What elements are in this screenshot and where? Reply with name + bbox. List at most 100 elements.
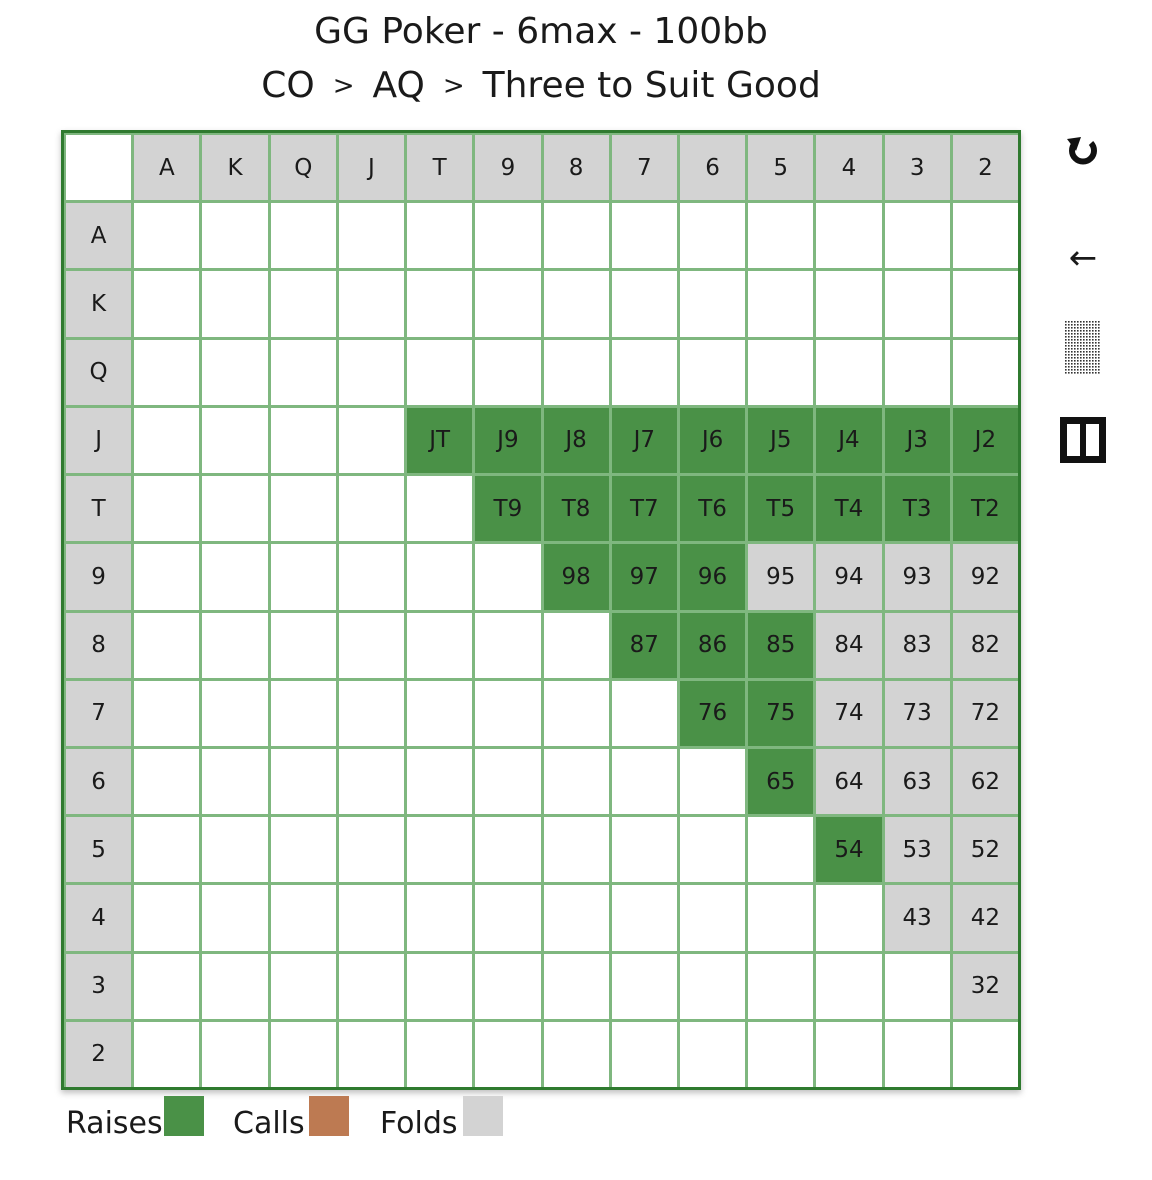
hand-cell[interactable] [270, 1021, 336, 1087]
hand-cell[interactable] [679, 748, 746, 815]
hand-cell[interactable] [202, 203, 268, 269]
hand-cell[interactable]: 52 [952, 817, 1018, 883]
hand-cell[interactable] [748, 271, 814, 337]
hand-cell[interactable] [543, 680, 609, 746]
hand-cell[interactable] [952, 271, 1018, 337]
hand-cell[interactable] [338, 612, 405, 678]
hand-cell[interactable] [952, 339, 1018, 405]
hand-cell[interactable] [475, 203, 541, 269]
hand-cell[interactable] [338, 885, 405, 951]
hand-cell[interactable]: 64 [816, 748, 882, 815]
hand-cell[interactable] [134, 680, 200, 746]
hand-cell[interactable] [475, 544, 541, 610]
hand-cell[interactable] [679, 817, 746, 883]
hand-cell[interactable] [884, 339, 950, 405]
hand-cell[interactable] [134, 544, 200, 610]
hand-cell[interactable] [952, 203, 1018, 269]
hand-cell[interactable]: J2 [952, 407, 1018, 474]
hand-cell[interactable] [338, 271, 405, 337]
hand-cell[interactable] [816, 1021, 882, 1087]
hand-cell[interactable] [611, 748, 677, 815]
hand-cell[interactable] [202, 748, 268, 815]
hand-cell[interactable]: 84 [816, 612, 882, 678]
hand-cell[interactable] [407, 203, 473, 269]
hand-cell[interactable] [202, 953, 268, 1019]
hand-cell[interactable] [407, 817, 473, 883]
hand-cell[interactable] [407, 1021, 473, 1087]
hand-cell[interactable] [884, 203, 950, 269]
hand-cell[interactable] [407, 748, 473, 815]
hand-cell[interactable] [543, 1021, 609, 1087]
hand-cell[interactable]: T2 [952, 476, 1018, 542]
hand-cell[interactable] [679, 339, 746, 405]
hand-cell[interactable] [338, 407, 405, 474]
hand-cell[interactable]: 83 [884, 612, 950, 678]
hand-cell[interactable] [270, 680, 336, 746]
hand-cell[interactable] [679, 271, 746, 337]
hand-cell[interactable] [202, 885, 268, 951]
hand-cell[interactable] [816, 885, 882, 951]
hand-cell[interactable] [338, 748, 405, 815]
hand-cell[interactable] [338, 1021, 405, 1087]
hand-cell[interactable] [816, 953, 882, 1019]
hand-cell[interactable] [475, 1021, 541, 1087]
hand-cell[interactable] [270, 271, 336, 337]
hand-cell[interactable]: 43 [884, 885, 950, 951]
hand-cell[interactable]: 32 [952, 953, 1018, 1019]
hand-cell[interactable]: T7 [611, 476, 677, 542]
hand-cell[interactable] [475, 271, 541, 337]
hand-cell[interactable] [134, 817, 200, 883]
hand-cell[interactable] [748, 1021, 814, 1087]
hand-cell[interactable] [202, 271, 268, 337]
hand-cell[interactable] [270, 203, 336, 269]
breadcrumb-item-board[interactable]: Three to Suit Good [482, 65, 821, 106]
hand-cell[interactable] [338, 476, 405, 542]
hand-cell[interactable] [611, 271, 677, 337]
hand-cell[interactable]: T9 [475, 476, 541, 542]
hand-cell[interactable] [134, 1021, 200, 1087]
hand-cell[interactable] [270, 476, 336, 542]
hand-cell[interactable]: 73 [884, 680, 950, 746]
pause-button[interactable] [1058, 414, 1108, 466]
hand-cell[interactable] [202, 476, 268, 542]
hand-cell[interactable] [270, 544, 336, 610]
hand-cell[interactable] [134, 953, 200, 1019]
hand-cell[interactable] [611, 1021, 677, 1087]
hand-cell[interactable]: 85 [748, 612, 814, 678]
hand-cell[interactable] [611, 203, 677, 269]
hand-cell[interactable] [543, 271, 609, 337]
hand-cell[interactable]: 74 [816, 680, 882, 746]
hand-cell[interactable] [884, 271, 950, 337]
hand-cell[interactable] [816, 271, 882, 337]
hand-cell[interactable] [270, 407, 336, 474]
hand-cell[interactable] [884, 953, 950, 1019]
hand-cell[interactable]: 97 [611, 544, 677, 610]
hand-cell[interactable] [543, 885, 609, 951]
hand-cell[interactable] [679, 1021, 746, 1087]
hand-cell[interactable]: 42 [952, 885, 1018, 951]
hand-cell[interactable] [134, 748, 200, 815]
hand-cell[interactable]: 86 [679, 612, 746, 678]
hand-cell[interactable] [407, 680, 473, 746]
hand-cell[interactable] [543, 203, 609, 269]
hand-cell[interactable] [202, 544, 268, 610]
hand-cell[interactable] [270, 748, 336, 815]
hand-cell[interactable]: T3 [884, 476, 950, 542]
hand-cell[interactable] [611, 953, 677, 1019]
breadcrumb-item-position[interactable]: CO [261, 65, 315, 106]
hand-cell[interactable] [338, 544, 405, 610]
hand-cell[interactable]: 54 [816, 817, 882, 883]
hand-cell[interactable] [679, 885, 746, 951]
hand-cell[interactable] [338, 817, 405, 883]
hand-cell[interactable] [338, 680, 405, 746]
hand-cell[interactable] [611, 339, 677, 405]
hand-cell[interactable]: T5 [748, 476, 814, 542]
hand-cell[interactable]: 62 [952, 748, 1018, 815]
hand-cell[interactable] [202, 612, 268, 678]
hand-cell[interactable] [270, 817, 336, 883]
hand-cell[interactable]: 93 [884, 544, 950, 610]
hand-cell[interactable] [475, 748, 541, 815]
hand-cell[interactable] [338, 203, 405, 269]
hand-cell[interactable] [748, 817, 814, 883]
hand-cell[interactable]: T8 [543, 476, 609, 542]
